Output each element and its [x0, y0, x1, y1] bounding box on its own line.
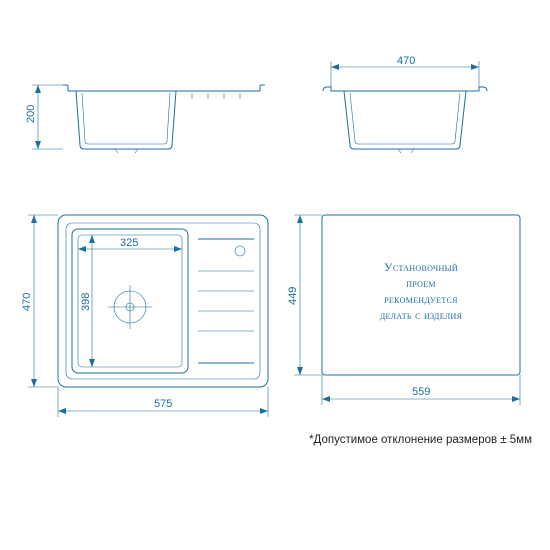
side-view-left: 200 — [25, 85, 265, 153]
cutout-view: Установочный проем рекомендуется делать … — [287, 215, 520, 405]
dim-470-top-label: 470 — [397, 55, 415, 67]
note-line-2: проем — [406, 276, 436, 290]
dim-449: 449 — [287, 215, 322, 375]
dim-200-label: 200 — [25, 105, 37, 123]
dim-575: 575 — [58, 387, 268, 417]
top-view: 325 398 470 575 — [21, 215, 268, 417]
note-line-3: рекомендуется — [384, 292, 458, 306]
dim-559: 559 — [322, 375, 520, 405]
dim-200: 200 — [25, 85, 63, 149]
dim-398: 398 — [80, 235, 95, 367]
dim-575-label: 575 — [154, 398, 172, 410]
dim-398-label: 398 — [80, 293, 92, 311]
footnote-tolerance: *Допустимое отклонение размеров ± 5мм — [309, 434, 532, 446]
note-line-1: Установочный — [384, 260, 458, 274]
dim-470-left-label: 470 — [21, 293, 33, 311]
dim-470-top: 470 — [331, 55, 479, 87]
dim-559-label: 559 — [412, 386, 430, 398]
dim-325-label: 325 — [120, 237, 138, 249]
dim-470-left: 470 — [21, 215, 58, 387]
drawing-canvas: 200 470 — [0, 0, 550, 550]
note-line-4: делать с изделия — [380, 308, 463, 322]
dim-325: 325 — [78, 237, 182, 252]
side-view-right: 470 — [323, 55, 487, 153]
dim-449-label: 449 — [287, 287, 299, 305]
